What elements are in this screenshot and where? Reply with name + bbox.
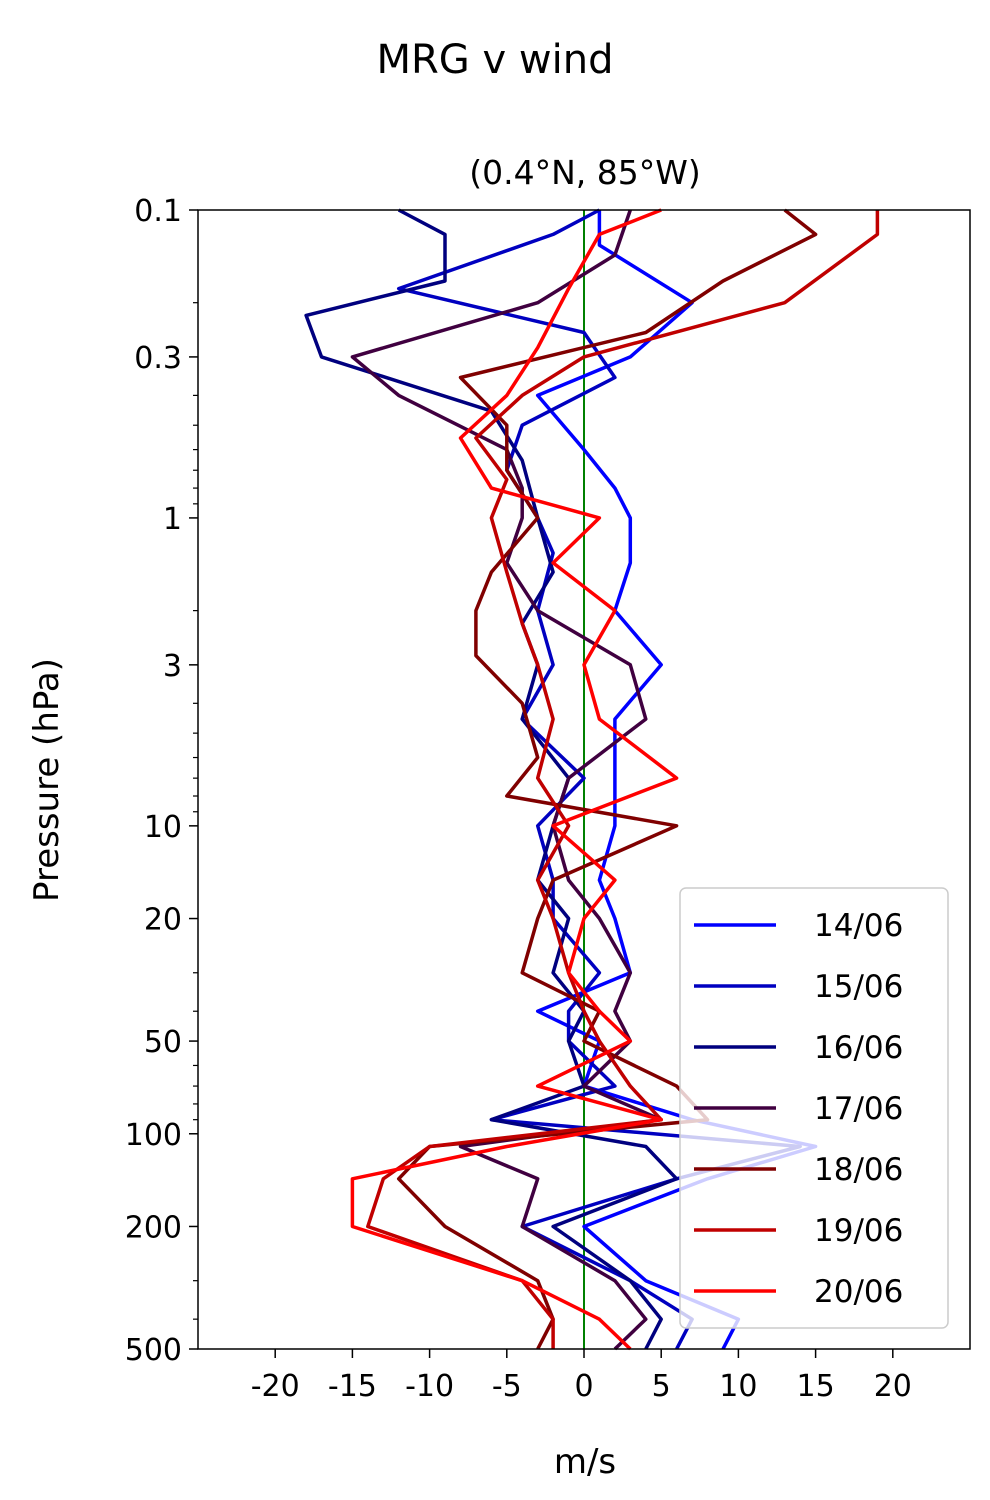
x-tick-label: 20 <box>874 1369 912 1404</box>
x-tick-label: -10 <box>405 1369 454 1404</box>
legend-box <box>679 887 949 1329</box>
y-tick-label: 0.1 <box>134 194 182 229</box>
legend: 14/06 15/06 16/06 17/06 18/06 19/06 20/06 <box>679 887 949 1329</box>
y-tick-label: 3 <box>163 649 182 684</box>
y-tick-label: 20 <box>144 903 182 938</box>
x-tick-label: 10 <box>719 1369 757 1404</box>
legend-label: 17/06 <box>814 1091 903 1127</box>
series-layer <box>304 208 880 1351</box>
legend-label: 15/06 <box>814 969 903 1005</box>
y-tick-label: 500 <box>125 1333 182 1368</box>
x-tick-label: 15 <box>797 1369 835 1404</box>
plot-frame <box>197 209 971 1350</box>
y-tick-label: 1 <box>163 502 182 537</box>
legend-label: 16/06 <box>814 1030 903 1066</box>
x-axis: -20 -15 -10 -5 0 5 10 15 20 <box>251 1349 912 1404</box>
legend-label: 18/06 <box>814 1152 903 1188</box>
x-tick-label: -5 <box>492 1369 522 1404</box>
y-axis: 0.1 0.3 1 3 10 20 50 100 200 500 <box>125 194 198 1368</box>
y-tick-label: 100 <box>125 1118 182 1153</box>
x-axis-label: m/s <box>554 1442 616 1482</box>
chart-title: MRG v wind <box>377 37 614 83</box>
x-tick-label: 0 <box>574 1369 593 1404</box>
y-tick-label: 0.3 <box>134 341 182 376</box>
legend-label: 19/06 <box>814 1213 903 1249</box>
chart-subtitle: (0.4°N, 85°W) <box>469 153 701 192</box>
y-tick-label: 10 <box>144 810 182 845</box>
x-tick-label: -15 <box>328 1369 377 1404</box>
x-tick-label: -20 <box>251 1369 300 1404</box>
y-tick-label: 200 <box>125 1210 182 1245</box>
y-axis-label: Pressure (hPa) <box>27 658 67 902</box>
legend-label: 14/06 <box>814 908 903 944</box>
y-tick-label: 50 <box>144 1025 182 1060</box>
legend-label: 20/06 <box>814 1274 903 1310</box>
series-line-20-06 <box>350 208 679 1351</box>
x-tick-label: 5 <box>652 1369 671 1404</box>
